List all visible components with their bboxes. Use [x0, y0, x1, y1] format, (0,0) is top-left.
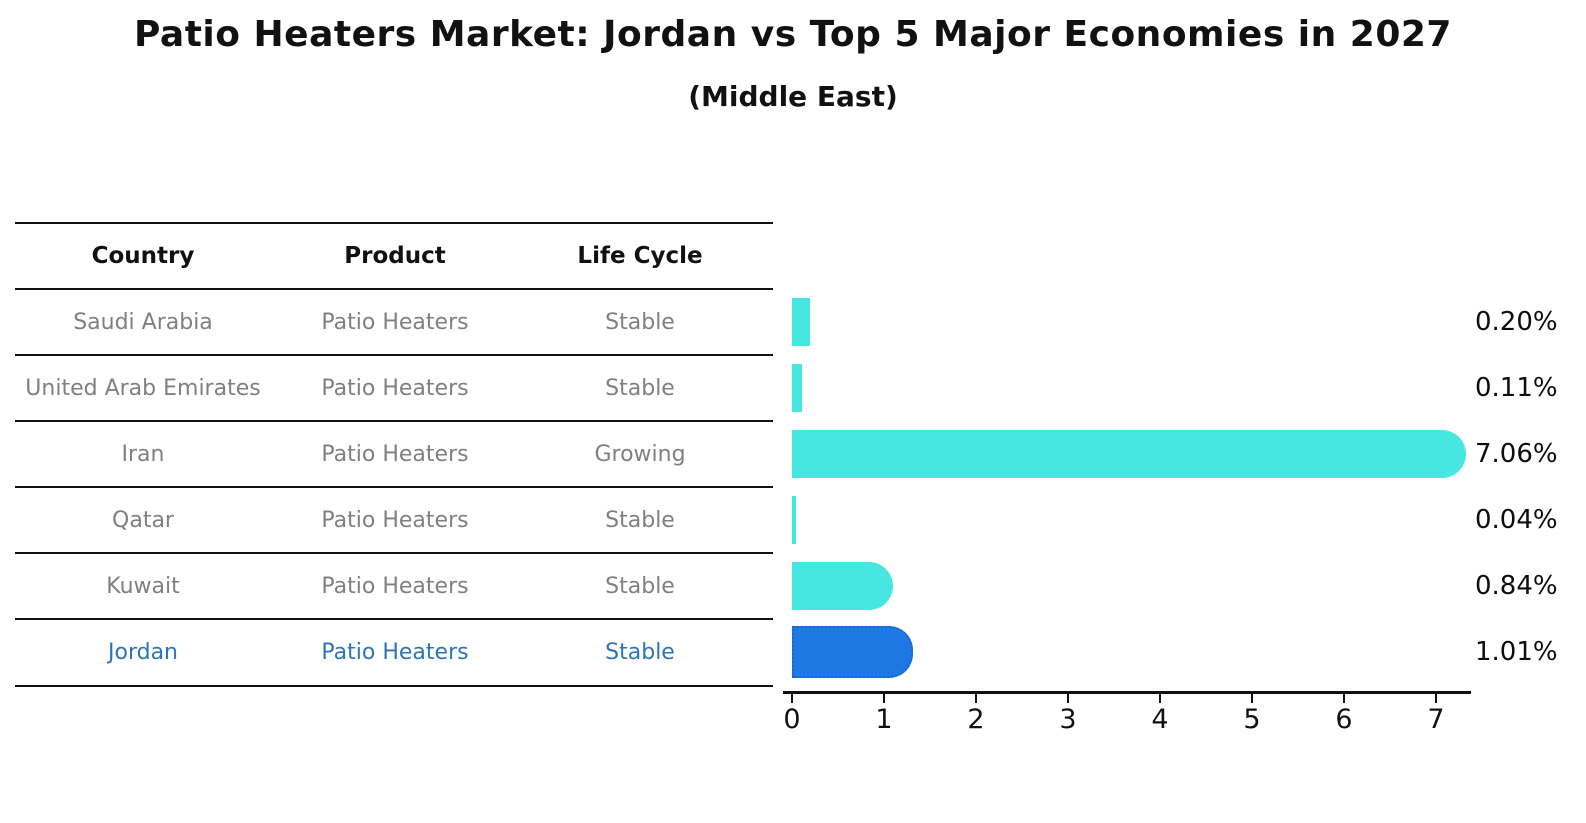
x-axis-tick-label: 5	[1243, 704, 1261, 735]
product-cell: Patio Heaters	[321, 375, 469, 401]
table-row: Iran Patio Heaters Growing 7.06%	[0, 422, 1586, 486]
x-axis-tick	[1067, 694, 1069, 703]
value-label: 0.84%	[1475, 571, 1558, 601]
row-separator	[15, 552, 773, 554]
country-cell: Iran	[121, 441, 165, 467]
row-separator	[15, 354, 773, 356]
value-bar	[792, 430, 1466, 478]
x-axis-tick-label: 3	[1059, 704, 1077, 735]
chart-subtitle: (Middle East)	[688, 80, 898, 113]
value-bar	[792, 298, 811, 346]
lifecycle-cell: Growing	[594, 441, 686, 467]
product-cell: Patio Heaters	[321, 441, 469, 467]
lifecycle-cell: Stable	[605, 507, 675, 533]
table-border-bottom	[15, 685, 773, 687]
value-bar	[792, 562, 894, 610]
table-header-row: Country Product Life Cycle	[0, 224, 1586, 288]
x-axis-line	[783, 691, 1471, 694]
table-header-underline	[15, 288, 773, 290]
table-row: Qatar Patio Heaters Stable 0.04%	[0, 488, 1586, 552]
x-axis-tick-label: 4	[1151, 704, 1169, 735]
value-label: 7.06%	[1475, 439, 1558, 469]
value-bar	[792, 364, 803, 412]
row-separator	[15, 618, 773, 620]
x-axis-tick	[1435, 694, 1437, 703]
x-axis-tick-label: 1	[875, 704, 893, 735]
lifecycle-cell: Stable	[605, 309, 675, 335]
column-header-product: Product	[344, 243, 446, 269]
x-axis-tick-label: 0	[783, 704, 801, 735]
lifecycle-cell: Stable	[605, 573, 675, 599]
country-cell: Jordan	[108, 639, 178, 665]
x-axis-tick-label: 2	[967, 704, 985, 735]
value-label: 0.04%	[1475, 505, 1558, 535]
country-cell: Kuwait	[106, 573, 180, 599]
value-bar	[792, 496, 796, 544]
chart-title: Patio Heaters Market: Jordan vs Top 5 Ma…	[134, 14, 1452, 55]
table-row: United Arab Emirates Patio Heaters Stabl…	[0, 356, 1586, 420]
country-cell: Qatar	[112, 507, 174, 533]
x-axis-tick	[1251, 694, 1253, 703]
product-cell: Patio Heaters	[321, 639, 469, 665]
x-axis-tick-label: 7	[1427, 704, 1445, 735]
x-axis-tick	[1343, 694, 1345, 703]
x-axis-tick	[1159, 694, 1161, 703]
product-cell: Patio Heaters	[321, 309, 469, 335]
product-cell: Patio Heaters	[321, 573, 469, 599]
column-header-country: Country	[91, 243, 195, 269]
value-label: 1.01%	[1475, 637, 1558, 667]
table-border-top	[15, 222, 773, 224]
x-axis-tick	[883, 694, 885, 703]
table-row-highlight-jordan: Jordan Patio Heaters Stable 1.01%	[0, 620, 1586, 684]
value-label: 0.20%	[1475, 307, 1558, 337]
column-header-life-cycle: Life Cycle	[577, 243, 703, 269]
row-separator	[15, 420, 773, 422]
x-axis-tick	[791, 694, 793, 703]
value-label: 0.11%	[1475, 373, 1558, 403]
table-row: Kuwait Patio Heaters Stable 0.84%	[0, 554, 1586, 618]
table-row: Saudi Arabia Patio Heaters Stable 0.20%	[0, 290, 1586, 354]
product-cell: Patio Heaters	[321, 507, 469, 533]
x-axis-tick	[975, 694, 977, 703]
lifecycle-cell: Stable	[605, 639, 675, 665]
x-axis-tick-label: 6	[1335, 704, 1353, 735]
row-separator	[15, 486, 773, 488]
value-bar-highlight	[792, 626, 913, 678]
country-cell: Saudi Arabia	[73, 309, 213, 335]
lifecycle-cell: Stable	[605, 375, 675, 401]
country-cell: United Arab Emirates	[25, 375, 261, 401]
